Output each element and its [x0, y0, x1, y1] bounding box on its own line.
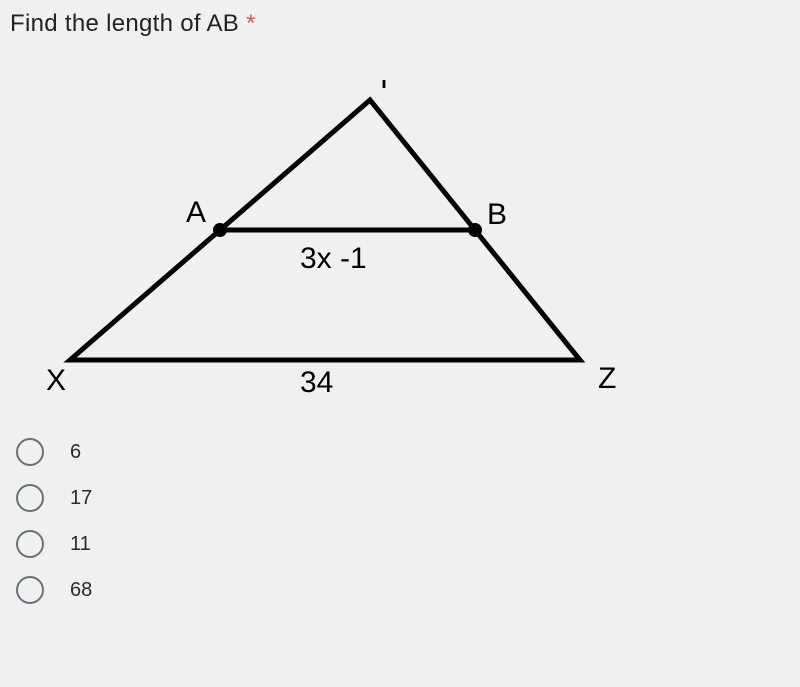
radio-icon[interactable] — [16, 484, 44, 512]
radio-icon[interactable] — [16, 438, 44, 466]
question-text: Find the length of AB * — [10, 10, 256, 38]
answer-options: 6 17 11 68 — [16, 420, 92, 622]
option-row[interactable]: 6 — [16, 438, 92, 466]
radio-icon[interactable] — [16, 530, 44, 558]
option-label: 6 — [70, 441, 81, 464]
vertex-label-Y: Y — [374, 80, 394, 95]
option-label: 68 — [70, 579, 92, 602]
vertex-label-X: X — [46, 364, 66, 397]
triangle-svg: X Y Z A B 3x -1 34 — [40, 80, 640, 420]
option-row[interactable]: 17 — [16, 484, 92, 512]
radio-icon[interactable] — [16, 576, 44, 604]
question-stem: Find the length of AB — [10, 10, 239, 37]
option-row[interactable]: 68 — [16, 576, 92, 604]
option-label: 17 — [70, 487, 92, 510]
vertex-label-B: B — [487, 198, 507, 231]
option-row[interactable]: 11 — [16, 530, 92, 558]
point-A-dot — [213, 223, 227, 237]
required-asterisk: * — [246, 10, 256, 37]
point-B-dot — [468, 223, 482, 237]
segment-label-XZ: 34 — [300, 366, 333, 399]
vertex-label-Z: Z — [598, 362, 616, 395]
option-label: 11 — [70, 533, 91, 556]
segment-label-AB: 3x -1 — [300, 242, 367, 275]
triangle-figure: X Y Z A B 3x -1 34 — [40, 80, 640, 400]
vertex-label-A: A — [186, 196, 206, 229]
